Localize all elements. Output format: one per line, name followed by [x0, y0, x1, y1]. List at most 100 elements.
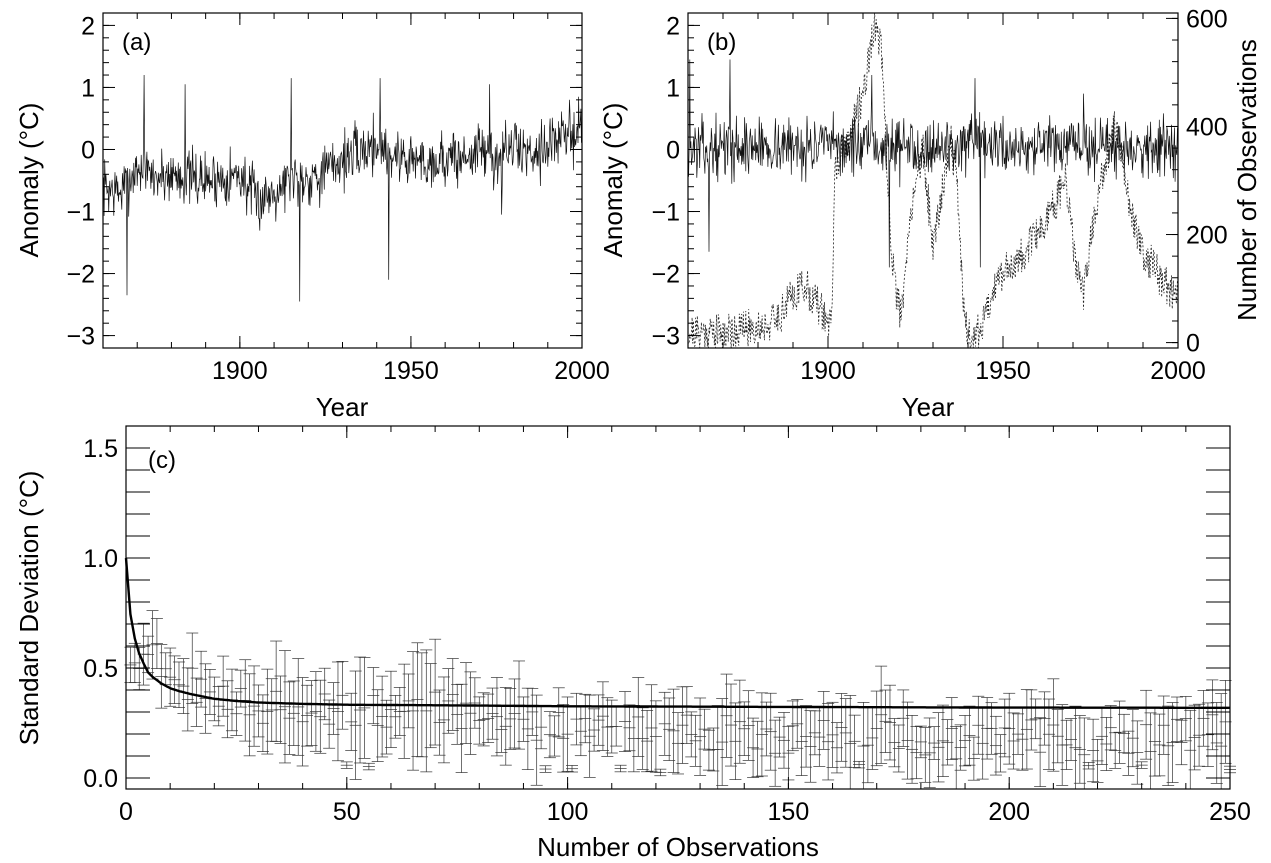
error-bar [724, 683, 737, 767]
error-bar [464, 671, 477, 755]
error-bar [989, 715, 1002, 776]
error-bar [164, 647, 177, 707]
error-bar [875, 665, 888, 764]
error-bar [685, 711, 698, 758]
error-bar [1193, 703, 1206, 767]
error-bar [888, 718, 901, 768]
panel-b-y2-tick-label: 0 [1186, 330, 1200, 358]
error-bar [733, 679, 746, 764]
panel-a-y-tick-label: 0 [81, 136, 95, 164]
error-bar [243, 673, 256, 757]
error-bar [641, 710, 654, 773]
panel-b-y2-tick-label: 200 [1186, 222, 1228, 250]
panel-a-frame [102, 12, 583, 349]
error-bar [221, 680, 234, 739]
error-bar [323, 699, 336, 749]
panel-c-y-tick-label: 0.5 [83, 655, 118, 683]
panel-a-y-tick-label: −2 [66, 261, 95, 289]
error-bar [530, 694, 543, 786]
error-bar [1166, 702, 1179, 783]
error-bar [186, 632, 199, 704]
error-bar [504, 688, 517, 750]
error-bar [663, 697, 676, 761]
error-bar [345, 692, 358, 751]
panel-c-x-tick-label: 150 [768, 798, 810, 826]
error-bar [190, 677, 203, 727]
panel-b-y-axis-label: Anomaly (°C) [598, 103, 628, 258]
error-bar [358, 657, 371, 759]
error-bar [499, 687, 512, 766]
error-bar [460, 662, 473, 744]
error-bar [698, 708, 711, 750]
error-bar [543, 711, 556, 759]
error-bar [596, 681, 609, 751]
panel-a-x-tick-label: 1900 [212, 357, 268, 385]
panel-c-x-tick-label: 50 [333, 798, 361, 826]
error-bar [1109, 732, 1122, 769]
panel-c-y-tick-label: 1.5 [83, 435, 118, 463]
error-bar [508, 678, 521, 749]
error-bar [1171, 696, 1184, 742]
error-bar [654, 768, 667, 777]
error-bar [835, 693, 848, 762]
error-bar [490, 677, 503, 757]
error-bar [172, 661, 185, 709]
panel-b-frame [687, 12, 1179, 349]
error-bar [769, 719, 782, 787]
error-bar [1179, 696, 1192, 742]
error-bar [252, 684, 265, 738]
panel-b-y-tick-label: 2 [666, 12, 680, 40]
error-bar [808, 710, 821, 756]
error-bar [1029, 698, 1042, 740]
error-bar [901, 701, 914, 780]
error-bar [274, 675, 287, 744]
error-bar [486, 687, 499, 740]
error-bar [1042, 698, 1055, 770]
error-bar [477, 692, 490, 747]
error-bar [195, 650, 208, 708]
error-bar [910, 726, 923, 780]
panel-c-y-tick-label: 0.0 [83, 765, 118, 793]
error-bar [429, 638, 442, 746]
error-bar [389, 695, 402, 739]
error-bar [632, 677, 645, 757]
error-bar [826, 701, 839, 768]
panel-b-observations-series [687, 12, 1178, 349]
error-bar [398, 663, 411, 759]
error-bar [1140, 689, 1153, 760]
panel-c-fit-curve [124, 557, 1230, 709]
error-bar [314, 679, 327, 754]
panel-b-x-tick-label: 1900 [800, 357, 856, 385]
panel-b-label: (b) [707, 29, 736, 56]
error-bar [959, 715, 972, 767]
error-bar [786, 700, 799, 752]
error-bar [667, 688, 680, 773]
error-bar [751, 720, 764, 778]
panel-c-error-bars [124, 610, 1236, 790]
error-bar [954, 724, 967, 771]
error-bar [283, 681, 296, 755]
panel-a-anomaly-line [102, 74, 583, 302]
panel-a-x-tick-label: 2000 [554, 357, 610, 385]
error-bar [552, 687, 565, 738]
panel-a-y-tick-label: −3 [66, 323, 95, 351]
error-bar [1082, 762, 1095, 770]
error-bar [517, 696, 530, 742]
panel-c: 1.5 1.0 0.5 0.00 50 100 150 200 250 (c) Number o… [14, 425, 1251, 862]
error-bar [773, 716, 786, 758]
error-bar [972, 695, 985, 755]
error-bar [994, 734, 1007, 773]
error-bar [354, 656, 367, 764]
panel-b-y-tick-label: −1 [651, 199, 680, 227]
error-bar [1038, 691, 1051, 746]
panel-b-y2-tick-label: 600 [1186, 5, 1228, 33]
error-bar [614, 764, 627, 773]
panel-b-x-tick-label: 1950 [975, 357, 1031, 385]
panel-c-label: (c) [148, 447, 176, 474]
error-bar [331, 661, 344, 762]
error-bar [566, 765, 579, 773]
panel-c-ticks: 1.5 1.0 0.5 0.00 50 100 150 200 250 [83, 425, 1251, 826]
error-bar [301, 684, 314, 747]
error-bar [1135, 761, 1148, 769]
